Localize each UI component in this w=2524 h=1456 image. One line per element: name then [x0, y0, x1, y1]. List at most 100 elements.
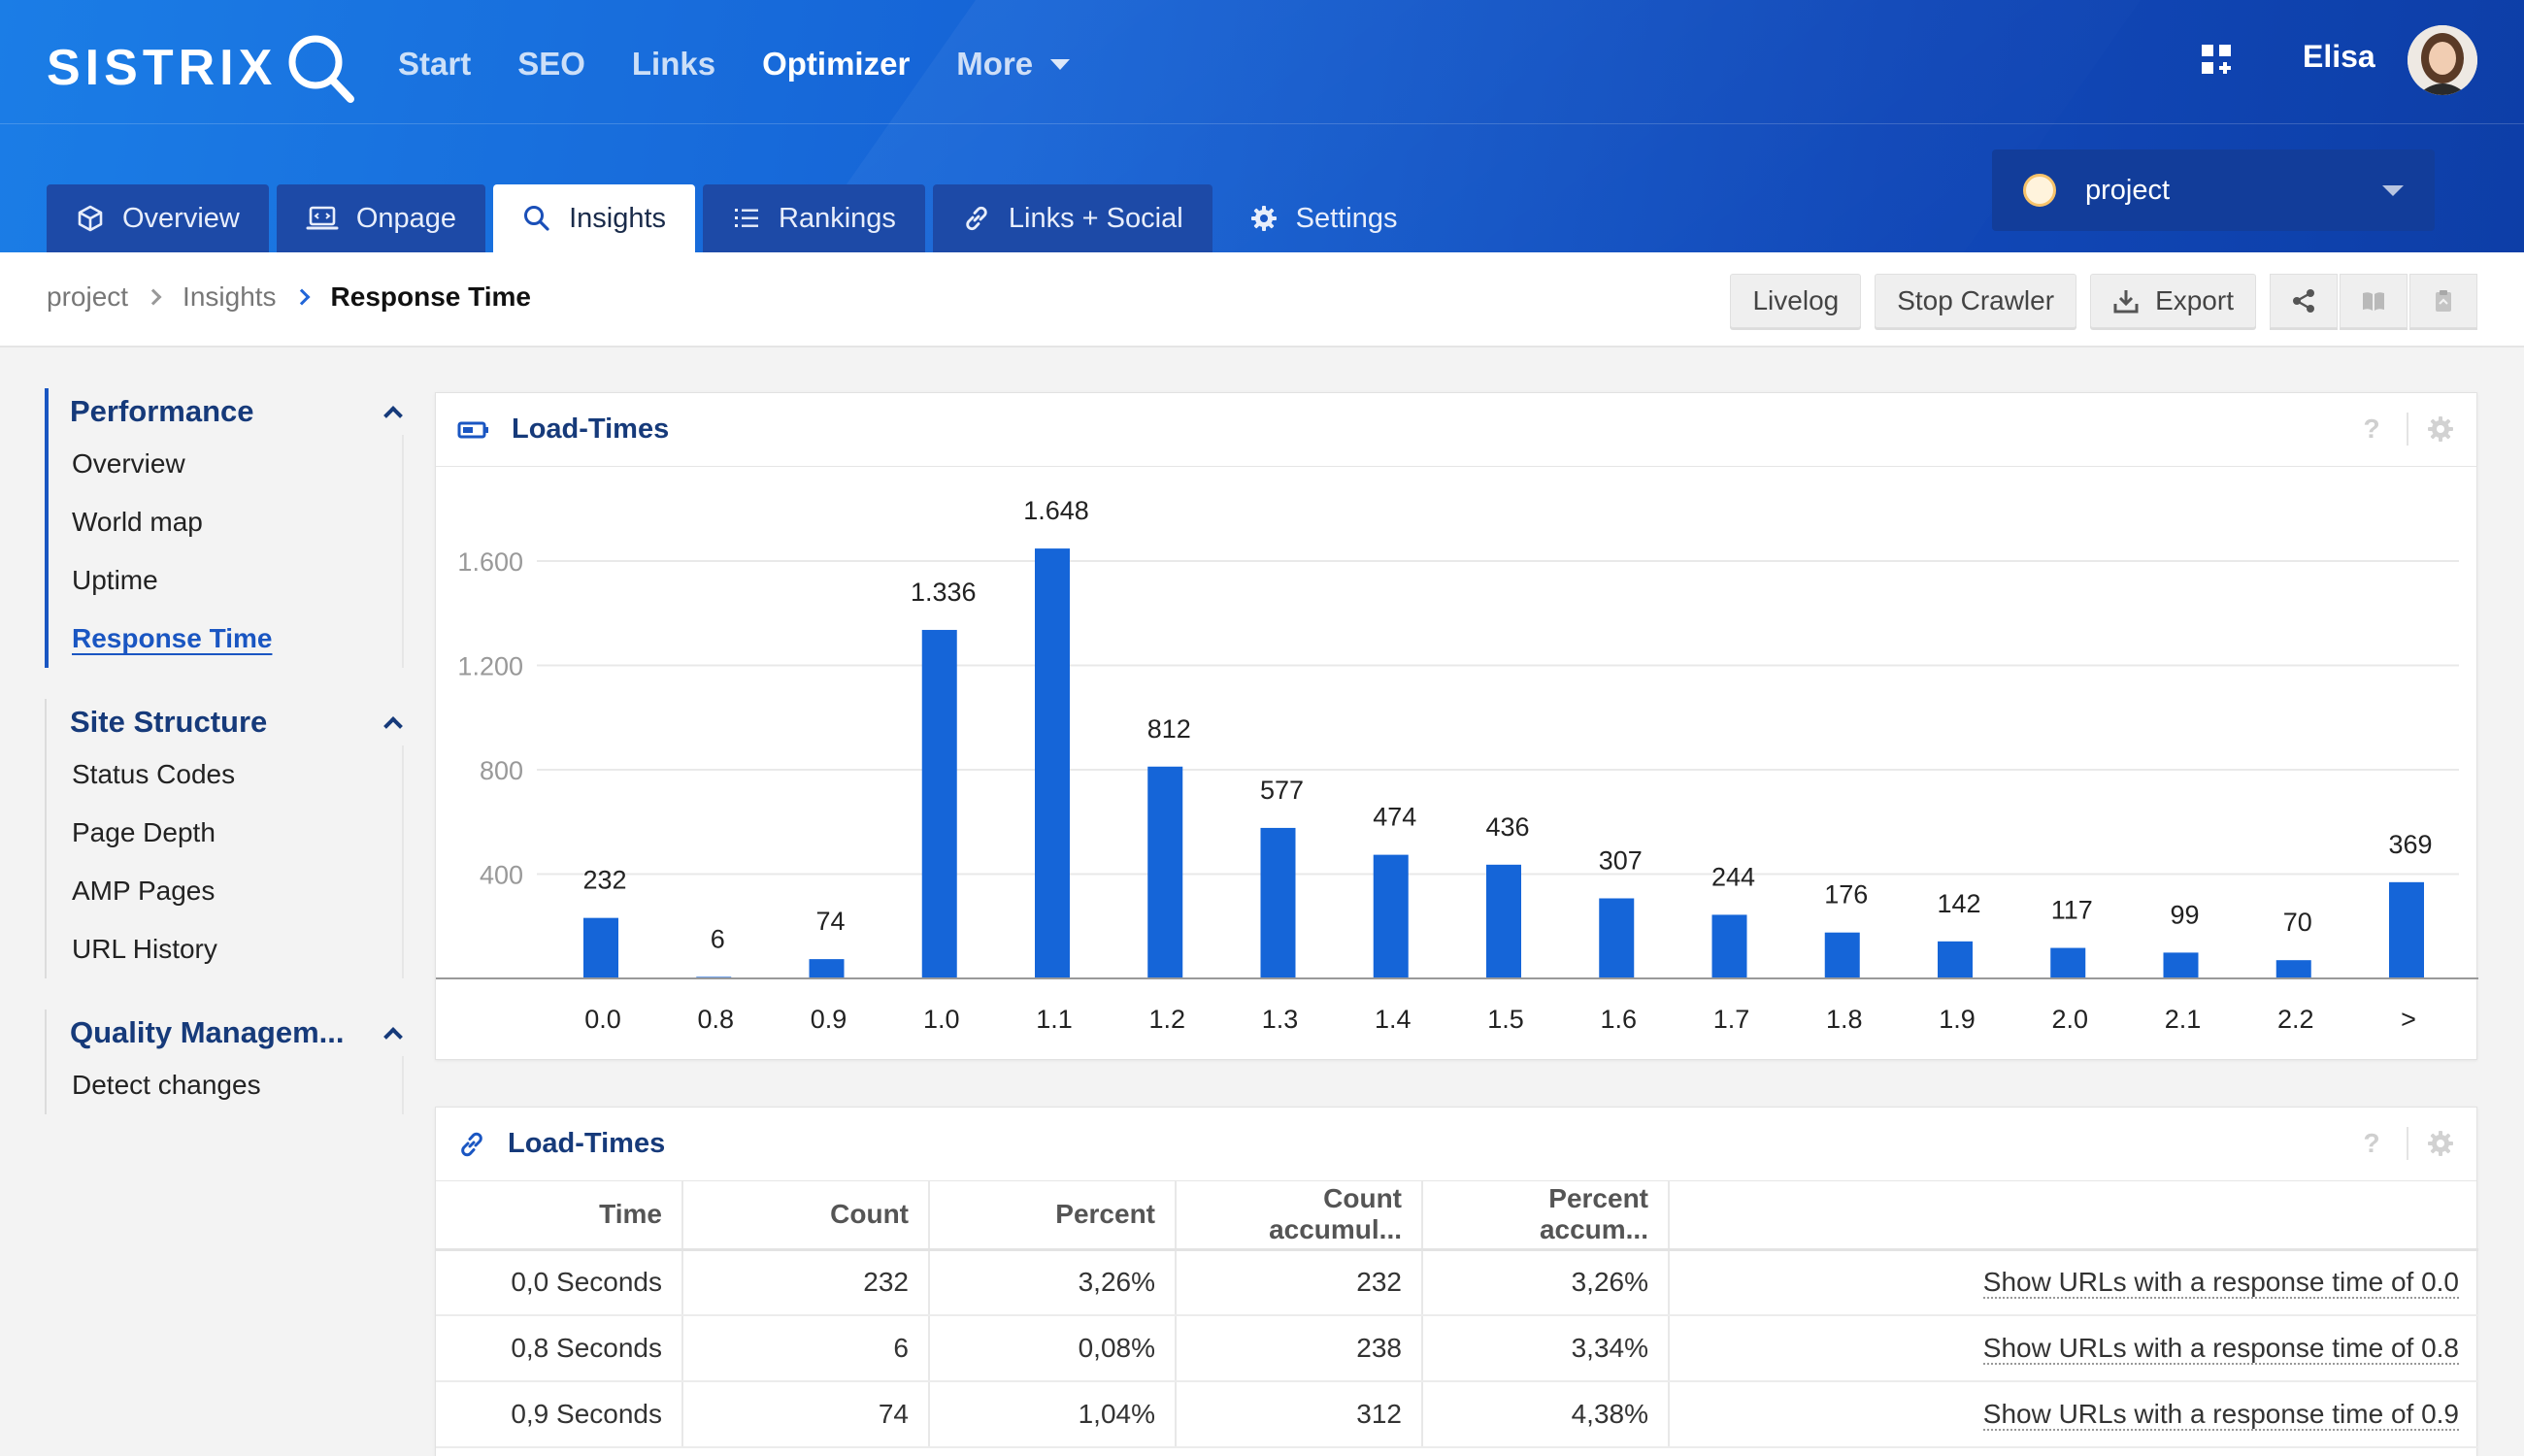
cell-count-accumulated: 312: [1176, 1381, 1423, 1448]
x-tick-label: 1.1: [1036, 1005, 1073, 1034]
gear-icon: [1250, 206, 1277, 231]
nav-seo[interactable]: SEO: [517, 46, 585, 82]
book-icon: [2363, 292, 2384, 311]
sidebar: Performance Overview World map Uptime Re…: [45, 388, 404, 1145]
export-label: Export: [2155, 285, 2234, 315]
x-tick-label: 1.3: [1262, 1005, 1299, 1034]
cell-time: 0,0 Seconds: [436, 1249, 683, 1316]
show-urls-link[interactable]: Show URLs with a response time of 0.0: [1982, 1267, 2459, 1300]
column-header-count-accumulated[interactable]: Count accumul...: [1176, 1181, 1423, 1251]
column-header-time[interactable]: Time: [436, 1181, 683, 1251]
data-label: 117: [2051, 896, 2093, 925]
tool-divider: [2407, 413, 2408, 446]
top-navigation: Start SEO Links Optimizer More: [398, 37, 1116, 91]
tab-settings[interactable]: Settings: [1220, 184, 1427, 252]
sidebar-item-status-codes[interactable]: Status Codes: [72, 759, 236, 789]
show-urls-link[interactable]: Show URLs with a response time of 0.9: [1982, 1399, 2459, 1431]
bar: [583, 917, 618, 978]
data-label: 1.336: [911, 578, 977, 607]
tab-onpage[interactable]: Onpage: [276, 184, 486, 252]
share-button[interactable]: [2270, 274, 2338, 328]
y-tick-label: 800: [480, 756, 523, 785]
clipboard-icon: [2436, 290, 2451, 312]
cell-action: Show URLs with a response time of 0.0: [1669, 1249, 2478, 1316]
nav-optimizer[interactable]: Optimizer: [762, 46, 911, 82]
cell-time: 0,9 Seconds: [436, 1381, 683, 1448]
y-tick-label: 1.200: [457, 652, 523, 681]
panel-header: Load-Times ?: [436, 1108, 2476, 1181]
x-tick-label: 1.0: [923, 1005, 960, 1034]
load-times-table-panel: Load-Times ? Time Count: [435, 1107, 2478, 1456]
help-button[interactable]: ?: [2363, 414, 2380, 444]
x-tick-label: 0.9: [811, 1005, 847, 1034]
data-label: 577: [1260, 776, 1304, 805]
sidebar-item-world-map[interactable]: World map: [72, 507, 203, 537]
header-divider: [0, 123, 2524, 124]
livelog-label: Livelog: [1752, 285, 1840, 315]
sidebar-item-detect-changes[interactable]: Detect changes: [72, 1070, 261, 1100]
sidebar-section-header[interactable]: Site Structure: [45, 699, 404, 745]
tab-insights-label: Insights: [569, 202, 667, 234]
load-times-table: Time Count Percent Count accumul... Perc…: [436, 1181, 2478, 1448]
sidebar-item-response-time[interactable]: Response Time: [72, 623, 273, 653]
cell-count-accumulated: 238: [1176, 1315, 1423, 1382]
bar: [1035, 548, 1070, 978]
nav-more[interactable]: More: [956, 46, 1071, 83]
sidebar-item-amp-pages[interactable]: AMP Pages: [72, 876, 216, 906]
column-header-count[interactable]: Count: [682, 1181, 930, 1251]
x-tick-label: 1.7: [1713, 1005, 1750, 1034]
cell-percent: 0,08%: [929, 1315, 1177, 1382]
column-header-percent[interactable]: Percent: [929, 1181, 1177, 1251]
show-urls-link[interactable]: Show URLs with a response time of 0.8: [1982, 1333, 2459, 1365]
cell-action: Show URLs with a response time of 0.8: [1669, 1315, 2478, 1382]
data-label: 307: [1599, 845, 1643, 875]
data-label: 244: [1711, 862, 1755, 891]
sistrix-logo[interactable]: SISTRIX: [47, 29, 358, 107]
column-header-percent-accumulated[interactable]: Percent accum...: [1422, 1181, 1670, 1251]
sidebar-item-overview[interactable]: Overview: [72, 448, 185, 479]
export-button[interactable]: Export: [2090, 274, 2256, 328]
gear-icon[interactable]: [2426, 414, 2455, 444]
manual-button[interactable]: [2340, 274, 2408, 328]
bar: [1824, 932, 1860, 978]
gear-icon[interactable]: [2426, 1129, 2455, 1158]
breadcrumb-project[interactable]: project: [47, 281, 129, 312]
livelog-button[interactable]: Livelog: [1730, 274, 1862, 328]
panel-title: Load-Times: [512, 414, 670, 445]
sidebar-section-site-structure: Site Structure Status Codes Page Depth A…: [45, 699, 404, 978]
sidebar-item-page-depth[interactable]: Page Depth: [72, 817, 216, 847]
tab-links-social-label: Links + Social: [1008, 202, 1183, 234]
panel-tools: ?: [2354, 413, 2455, 446]
user-avatar[interactable]: [2408, 25, 2477, 95]
sidebar-section-title: Quality Managem...: [70, 1015, 345, 1049]
tab-rankings[interactable]: Rankings: [703, 184, 925, 252]
column-header-actions: [1669, 1181, 2478, 1251]
sidebar-section-header[interactable]: Quality Managem...: [45, 1009, 404, 1056]
project-favicon-icon: [2023, 174, 2056, 207]
x-tick-label: 2.0: [2051, 1005, 2088, 1034]
data-label: 99: [2170, 900, 2199, 929]
sidebar-section-header[interactable]: Performance: [45, 388, 404, 435]
list-icon: [735, 209, 759, 227]
x-tick-label: 1.4: [1375, 1005, 1411, 1034]
project-select[interactable]: project: [1992, 149, 2435, 231]
breadcrumb-insights[interactable]: Insights: [183, 281, 277, 312]
sidebar-items: Overview World map Uptime Response Time: [45, 435, 404, 668]
stop-crawler-button[interactable]: Stop Crawler: [1875, 274, 2077, 328]
nav-links[interactable]: Links: [631, 46, 716, 82]
tab-links-social[interactable]: Links + Social: [932, 184, 1212, 252]
app-header: SISTRIX Start SEO Links Optimizer More E…: [0, 0, 2524, 252]
apps-grid-icon[interactable]: [2200, 43, 2233, 76]
tab-insights[interactable]: Insights: [493, 184, 696, 252]
project-select-value: project: [2085, 174, 2171, 206]
user-name[interactable]: Elisa: [2303, 39, 2375, 74]
report-button[interactable]: [2409, 274, 2477, 328]
help-button[interactable]: ?: [2363, 1128, 2380, 1158]
x-tick-label: >: [2401, 1005, 2416, 1034]
tab-overview[interactable]: Overview: [47, 184, 269, 252]
sidebar-item-url-history[interactable]: URL History: [72, 934, 217, 964]
x-tick-label: 2.2: [2277, 1005, 2314, 1034]
sidebar-item-uptime[interactable]: Uptime: [72, 565, 158, 595]
x-tick-label: 2.1: [2165, 1005, 2202, 1034]
nav-start[interactable]: Start: [398, 46, 472, 82]
